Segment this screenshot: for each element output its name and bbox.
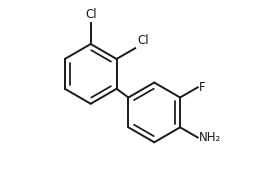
Text: F: F: [199, 81, 206, 94]
Text: Cl: Cl: [137, 34, 149, 47]
Text: Cl: Cl: [85, 8, 96, 21]
Text: NH₂: NH₂: [199, 131, 221, 144]
